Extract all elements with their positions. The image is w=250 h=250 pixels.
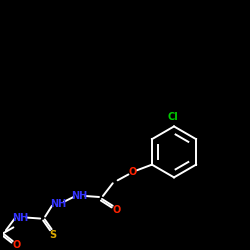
Text: NH: NH: [71, 191, 88, 201]
Text: O: O: [12, 240, 21, 250]
Text: O: O: [128, 168, 136, 177]
Text: Cl: Cl: [168, 112, 178, 122]
Text: S: S: [50, 230, 56, 240]
Text: NH: NH: [50, 199, 66, 209]
Text: O: O: [112, 205, 121, 215]
Text: NH: NH: [12, 212, 29, 222]
